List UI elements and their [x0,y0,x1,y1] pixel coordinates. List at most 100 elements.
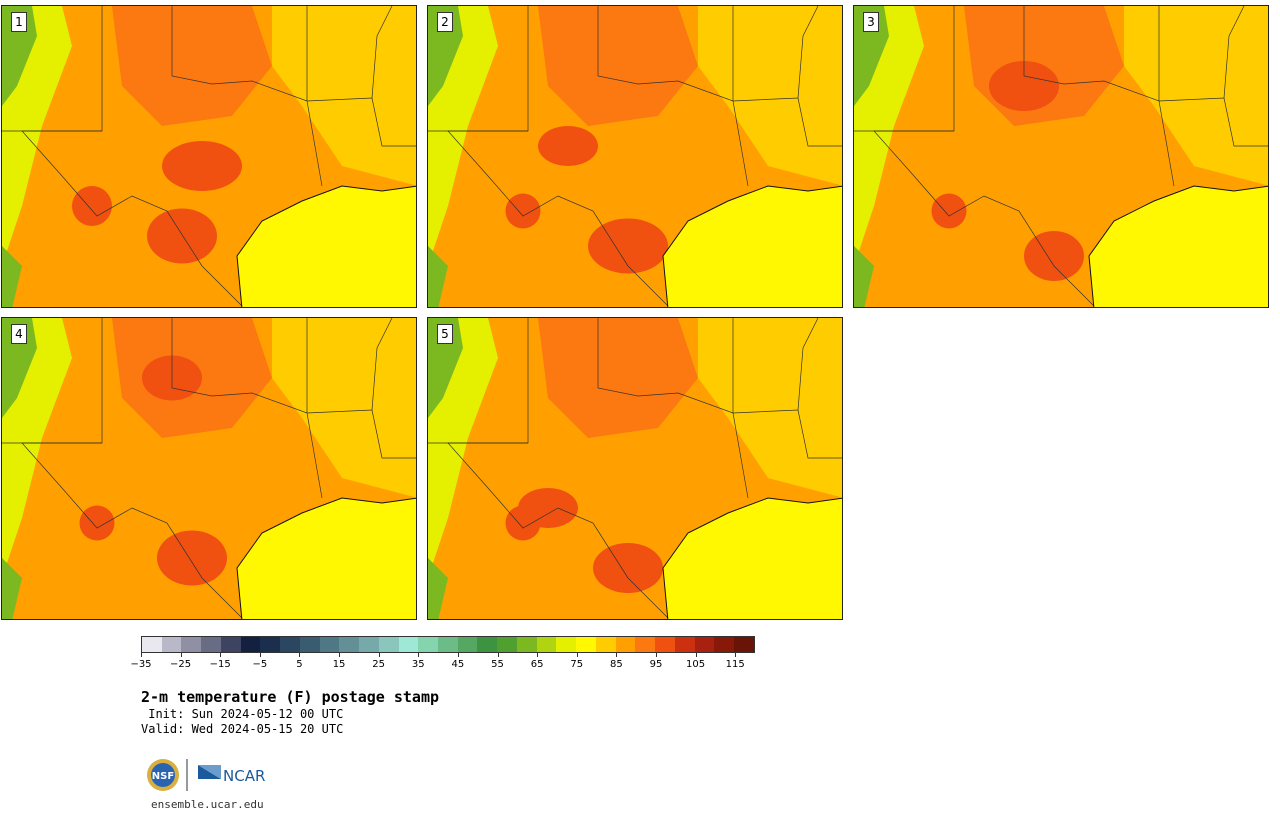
colorbar-swatch [714,637,735,652]
colorbar-swatch [181,637,202,652]
temperature-map [428,318,842,619]
hot-spot [1024,231,1084,281]
coastline [236,497,416,619]
cooler-region [1124,6,1268,186]
colorbar-swatch [260,637,281,652]
temperature-map [2,6,416,307]
colorbar-tick [141,653,142,657]
ensemble-member-panel-2: 2 [427,5,843,308]
colorbar-swatch [398,637,419,652]
colorbar-tick [339,653,341,657]
member-number-label: 3 [863,12,879,32]
mountain-region [2,558,22,619]
colorbar-tick [735,653,737,657]
colorbar-tick [378,653,380,657]
state-boundary [171,6,308,102]
ensemble-member-panel-5: 5 [427,317,843,620]
hot-spot [162,141,242,191]
member-number-label: 5 [437,324,453,344]
mountain-region [2,246,22,307]
temperature-map [428,6,842,307]
mountain-region [2,6,37,106]
colorbar-tick [299,653,301,657]
colorbar-ticks: −35 −25 −15 −5 5 15 25 35 45 55 65 75 85 95 105 115 [130,653,755,673]
colorbar-tick [180,653,182,657]
gulf-water [663,498,842,619]
gulf-water [1089,186,1268,307]
hot-spot [593,543,663,593]
colorbar-tick-label: 105 [686,659,706,670]
colorbar-tick-label: 115 [725,659,745,670]
colorbar-swatch [516,637,537,652]
state-boundary [306,409,416,459]
cooler-region [272,318,416,498]
colorbar-swatch [576,637,596,652]
state-boundary [171,318,308,414]
colorbar-tick-label: 85 [609,659,623,670]
colorbar-tick-label: 15 [332,659,346,670]
colorbar-swatch [240,637,261,652]
nsf-logo-text: NSF [152,771,174,782]
site-url: ensemble.ucar.edu [151,798,264,811]
colorbar-tick [220,653,222,657]
colorbar-swatch [418,637,439,652]
state-boundary [597,6,734,102]
state-boundary [732,100,749,187]
hot-spot [79,505,115,541]
state-boundary [597,318,734,414]
valid-time: Valid: Wed 2024-05-15 20 UTC [141,722,344,736]
colorbar-tick-label: 5 [296,659,303,670]
colorbar-tick-label: −35 [130,659,152,670]
colorbar-swatch [536,637,557,652]
hot-spot [72,186,112,226]
colorbar-swatch [734,637,754,652]
state-boundary [447,130,669,307]
colorbar-swatch [378,637,399,652]
state-boundary [21,442,243,619]
cooler-region [698,318,842,498]
state-boundary [371,318,393,411]
colorbar-tick [537,653,539,657]
state-boundary [21,130,243,307]
coastline [662,185,842,307]
colorbar-swatch [477,637,498,652]
hot-spot [505,505,541,541]
hot-spot [588,218,668,274]
gulf-water [663,186,842,307]
temperature-map [854,6,1268,307]
colorbar-tick-label: 75 [570,659,584,670]
state-boundary [797,6,819,99]
state-boundary [306,412,323,499]
coastline [1088,185,1268,307]
state-boundary [732,409,842,459]
colorbar-tick [418,653,420,657]
state-boundary [873,130,1095,307]
coastline [662,497,842,619]
colorbar-swatch [438,637,458,652]
state-boundary [732,412,749,499]
colorbar-swatch [497,637,517,652]
colorbar-swatch [655,637,675,652]
state-boundary [1158,97,1268,147]
mountain-region [428,318,463,418]
state-boundary [306,100,323,187]
hot-spot [157,530,227,586]
colorbar-swatch [556,637,577,652]
colorbar-swatch [694,637,715,652]
plot-title: 2-m temperature (F) postage stamp [141,688,440,706]
ensemble-member-panel-3: 3 [853,5,1269,308]
hot-spot [505,193,541,229]
colorbar-tick-label: −5 [252,659,268,670]
colorbar-tick [259,653,261,657]
hot-spot [989,61,1059,111]
colorbar-swatch [299,637,320,652]
ncar-logo: NCAR [198,765,265,785]
colorbar-tick-label: 25 [372,659,386,670]
colorbar-swatch [457,637,478,652]
colorbar-tick-label: 35 [411,659,425,670]
colorbar-tick [616,653,618,657]
state-boundary [1223,6,1245,99]
hot-spot [538,126,598,166]
state-boundary [1158,100,1175,187]
colorbar-swatch [280,637,300,652]
